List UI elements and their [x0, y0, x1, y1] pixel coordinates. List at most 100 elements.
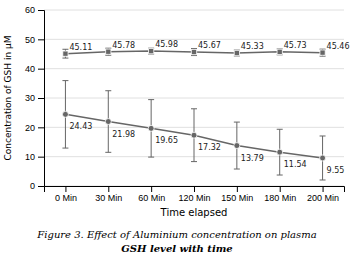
x-tick: 200 Min: [307, 186, 339, 203]
error-bar-cap: [62, 49, 68, 50]
x-tick: 30 Min: [95, 186, 122, 203]
data-label: 13.79: [241, 154, 264, 163]
x-axis-title: Time elapsed: [160, 207, 228, 218]
marker: [63, 51, 68, 56]
error-bar: [277, 49, 283, 55]
error-bar-cap: [105, 55, 111, 56]
marker: [320, 50, 325, 55]
error-bar: [148, 100, 154, 157]
error-bar-cap: [62, 58, 68, 59]
error-bar-cap: [105, 90, 111, 91]
y-tick-mark: [38, 98, 44, 99]
x-tick-label: 0 Min: [55, 193, 77, 203]
error-bar-cap: [320, 49, 326, 50]
y-tick-mark: [38, 10, 44, 11]
x-tick-label: 120 Min: [178, 193, 210, 203]
y-tick-mark: [38, 186, 44, 187]
marker: [105, 119, 111, 125]
x-axis-line: [45, 187, 345, 193]
marker: [234, 50, 239, 55]
x-tick-label: 200 Min: [307, 193, 339, 203]
marker: [148, 48, 153, 53]
y-tick-label: 0: [30, 181, 35, 191]
marks: [62, 48, 325, 180]
grid: [44, 10, 344, 186]
error-bar: [148, 48, 154, 54]
x-tick-label: 150 Min: [221, 193, 253, 203]
error-bar: [234, 122, 240, 169]
error-bar-cap: [105, 152, 111, 153]
x-tick-mark: [280, 186, 281, 192]
marker: [277, 149, 283, 155]
data-labels: 45.1145.7845.9845.6745.3345.7345.4624.43…: [69, 40, 349, 175]
y-tick: 50: [25, 35, 44, 45]
data-label: 11.54: [284, 160, 307, 169]
y-tick-label: 30: [25, 93, 35, 103]
x-tick-mark: [194, 186, 195, 192]
error-bar-cap: [234, 122, 240, 123]
marker: [191, 132, 197, 138]
x-tick-label: 60 Min: [138, 193, 165, 203]
grid-line: [44, 10, 344, 11]
data-label: 9.55: [327, 166, 345, 175]
error-bar: [105, 91, 111, 153]
marker: [234, 143, 240, 149]
y-axis-line: [38, 11, 45, 187]
data-label: 19.65: [155, 136, 178, 145]
marker: [62, 111, 68, 117]
error-bar: [191, 109, 197, 162]
error-bar-cap: [277, 129, 283, 130]
y-tick: 0: [30, 181, 44, 191]
y-tick-label: 50: [25, 35, 35, 45]
marker: [106, 49, 111, 54]
error-bar-cap: [234, 169, 240, 170]
data-label: 17.32: [198, 143, 221, 152]
grid-line: [44, 39, 344, 40]
data-label: 45.98: [155, 40, 178, 49]
x-tick-mark: [323, 186, 324, 192]
error-bar: [191, 49, 197, 56]
y-tick: 20: [25, 123, 44, 133]
error-bar-cap: [62, 148, 68, 149]
data-label: 21.98: [112, 130, 135, 139]
y-tick-mark: [38, 157, 44, 158]
y-tick: 60: [25, 5, 44, 15]
marker: [320, 155, 326, 161]
error-bar-cap: [320, 56, 326, 57]
error-bar-cap: [62, 80, 68, 81]
error-bar-cap: [191, 161, 197, 162]
marker: [148, 125, 154, 131]
x-tick-mark: [151, 186, 152, 192]
y-tick: 40: [25, 64, 44, 74]
y-tick-label: 40: [25, 64, 35, 74]
chart: 01020304050600 Min30 Min60 Min120 Min150…: [0, 0, 354, 258]
marker: [191, 49, 196, 54]
error-bar-cap: [148, 157, 154, 158]
x-axis: 0 Min 30 Min 60 Min 120 Min 150 Min 180 Min 20…: [45, 186, 345, 203]
error-bar-cap: [191, 108, 197, 109]
title: Figure 3. Effect of Aluminium concentrat…: [36, 229, 316, 240]
x-tick-label: 30 Min: [95, 193, 122, 203]
error-bar: [320, 49, 326, 56]
error-bar-cap: [191, 48, 197, 49]
marker: [277, 49, 282, 54]
error-bar-cap: [148, 99, 154, 100]
y-tick-mark: [38, 127, 44, 128]
x-tick: 180 Min: [264, 186, 296, 203]
error-bar: [320, 136, 326, 180]
data-label: 45.33: [241, 42, 264, 51]
y-tick-mark: [38, 69, 44, 70]
y-tick-mark: [38, 39, 44, 40]
error-bar-cap: [105, 48, 111, 49]
x-tick-mark: [237, 186, 238, 192]
y-tick: 30: [25, 93, 44, 103]
error-bar: [105, 48, 111, 55]
y-tick-label: 20: [25, 123, 35, 133]
data-label: 45.67: [198, 41, 221, 50]
series: [62, 81, 325, 180]
x-tick: 150 Min: [221, 186, 253, 203]
data-label: 45.73: [284, 41, 307, 50]
plot: 01020304050600 Min30 Min60 Min120 Min150…: [25, 5, 349, 203]
error-bar: [234, 50, 240, 56]
grid-line: [44, 68, 344, 69]
